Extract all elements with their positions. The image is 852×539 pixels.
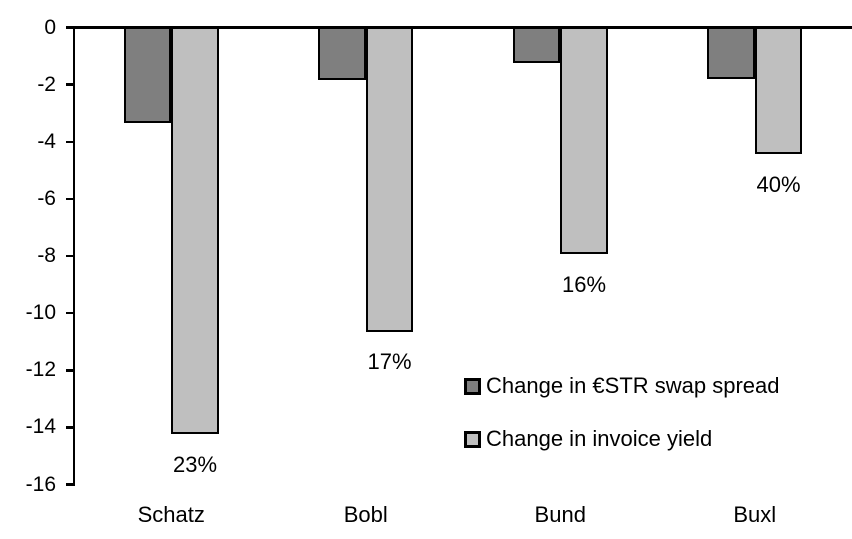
y-tick-mark — [66, 140, 74, 143]
y-tick-label: 0 — [44, 15, 56, 39]
bar-value-label: 17% — [367, 349, 412, 375]
y-tick-label: -16 — [25, 472, 56, 496]
legend-swatch-swap-spread-icon — [464, 377, 481, 395]
x-category-label-buxl: Buxl — [733, 502, 777, 527]
bar-schatz-invoice-yield — [171, 26, 219, 435]
bar-bobl-swap-spread — [318, 26, 366, 81]
y-tick-mark — [66, 311, 74, 315]
y-tick-label: -2 — [37, 72, 56, 96]
bar-buxl-swap-spread — [707, 26, 755, 79]
bar-bobl-invoice-yield — [365, 26, 414, 332]
y-tick-label: -14 — [25, 415, 56, 439]
legend-item-swap-spread: Change in €STR swap spread — [464, 375, 780, 397]
bar-schatz-swap-spread — [123, 26, 172, 123]
x-category-label-bobl: Bobl — [343, 502, 388, 527]
legend-label-invoice-yield: Change in invoice yield — [486, 426, 713, 451]
x-category-label-schatz: Schatz — [137, 502, 205, 527]
bar-buxl-invoice-yield — [754, 26, 803, 155]
y-tick-mark — [66, 254, 74, 258]
legend: Change in €STR swap spread Change in inv… — [464, 375, 780, 481]
x-axis-line — [66, 26, 852, 29]
y-tick-label: -8 — [37, 244, 56, 267]
y-tick-label: -6 — [37, 186, 56, 210]
y-tick-label: -10 — [25, 301, 56, 325]
y-tick-mark — [66, 483, 74, 486]
bar-value-label: 23% — [172, 452, 218, 478]
y-tick-label: -12 — [25, 358, 56, 382]
y-tick-mark — [66, 426, 74, 429]
y-tick-mark — [66, 197, 74, 201]
x-category-label-bund: Bund — [534, 502, 586, 527]
y-tick-mark — [66, 83, 74, 86]
y-tick-mark — [66, 26, 74, 29]
bar-bund-swap-spread — [512, 26, 561, 64]
bar-value-label: 16% — [561, 272, 607, 298]
bar-value-label: 40% — [756, 172, 801, 198]
y-tick-label: -4 — [37, 129, 56, 153]
y-tick-mark — [66, 369, 74, 372]
legend-item-invoice-yield: Change in invoice yield — [464, 428, 780, 450]
legend-label-swap-spread: Change in €STR swap spread — [486, 373, 780, 398]
legend-swatch-invoice-yield-icon — [464, 430, 481, 448]
bar-bund-invoice-yield — [560, 26, 608, 255]
